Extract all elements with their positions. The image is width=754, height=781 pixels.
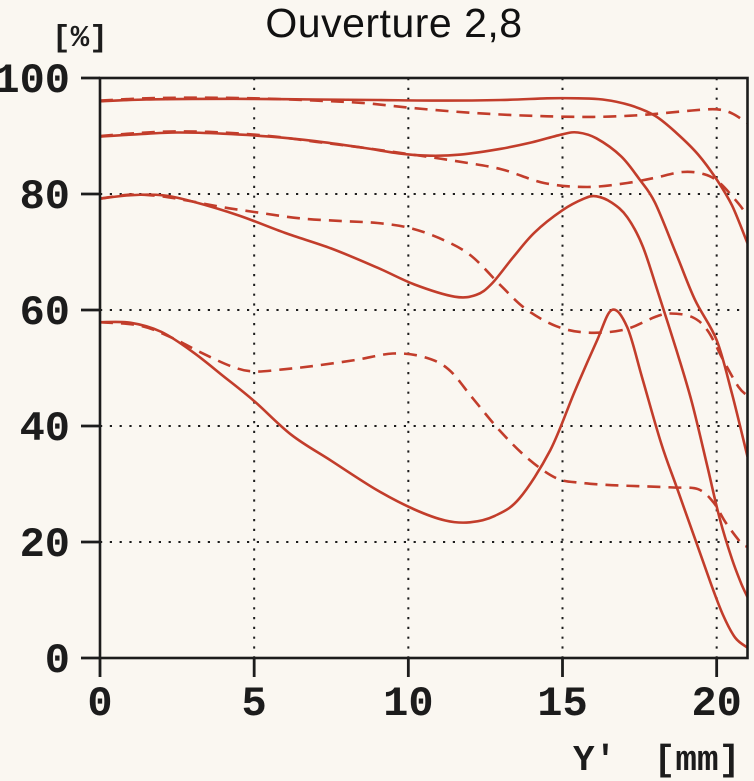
y-tick-label-40: 40: [20, 405, 70, 453]
curve-1-dashed: [100, 96, 748, 125]
curve-4-dashed: [100, 320, 748, 548]
plot-frame: [98, 76, 749, 660]
y-axis-unit-label: [%]: [52, 21, 108, 56]
curve-3-dashed: [100, 193, 748, 397]
x-tick-label-20: 20: [691, 680, 741, 728]
x-tick-label-10: 10: [383, 680, 433, 728]
chart-title: Ouverture 2,8: [265, 0, 523, 46]
gridlines: [100, 78, 748, 658]
tick-labels: 0 5 10 15 20 0 20 40 60 80 100: [0, 57, 742, 728]
y-tick-label-100: 100: [0, 57, 70, 105]
x-tick-label-0: 0: [87, 680, 112, 728]
curve-3-solid: [100, 193, 748, 598]
curves: [100, 96, 748, 649]
y-tick-label-0: 0: [45, 637, 70, 685]
x-tick-label-15: 15: [537, 680, 587, 728]
tick-marks: [81, 76, 719, 677]
x-tick-label-5: 5: [242, 680, 267, 728]
y-tick-label-80: 80: [20, 173, 70, 221]
curve-4-solid: [100, 308, 748, 649]
y-tick-label-60: 60: [20, 289, 70, 337]
curve-2-dashed: [100, 130, 748, 217]
x-axis-label: Y' [mm]: [573, 740, 741, 781]
curve-1-solid: [100, 96, 748, 244]
y-tick-label-20: 20: [20, 521, 70, 569]
